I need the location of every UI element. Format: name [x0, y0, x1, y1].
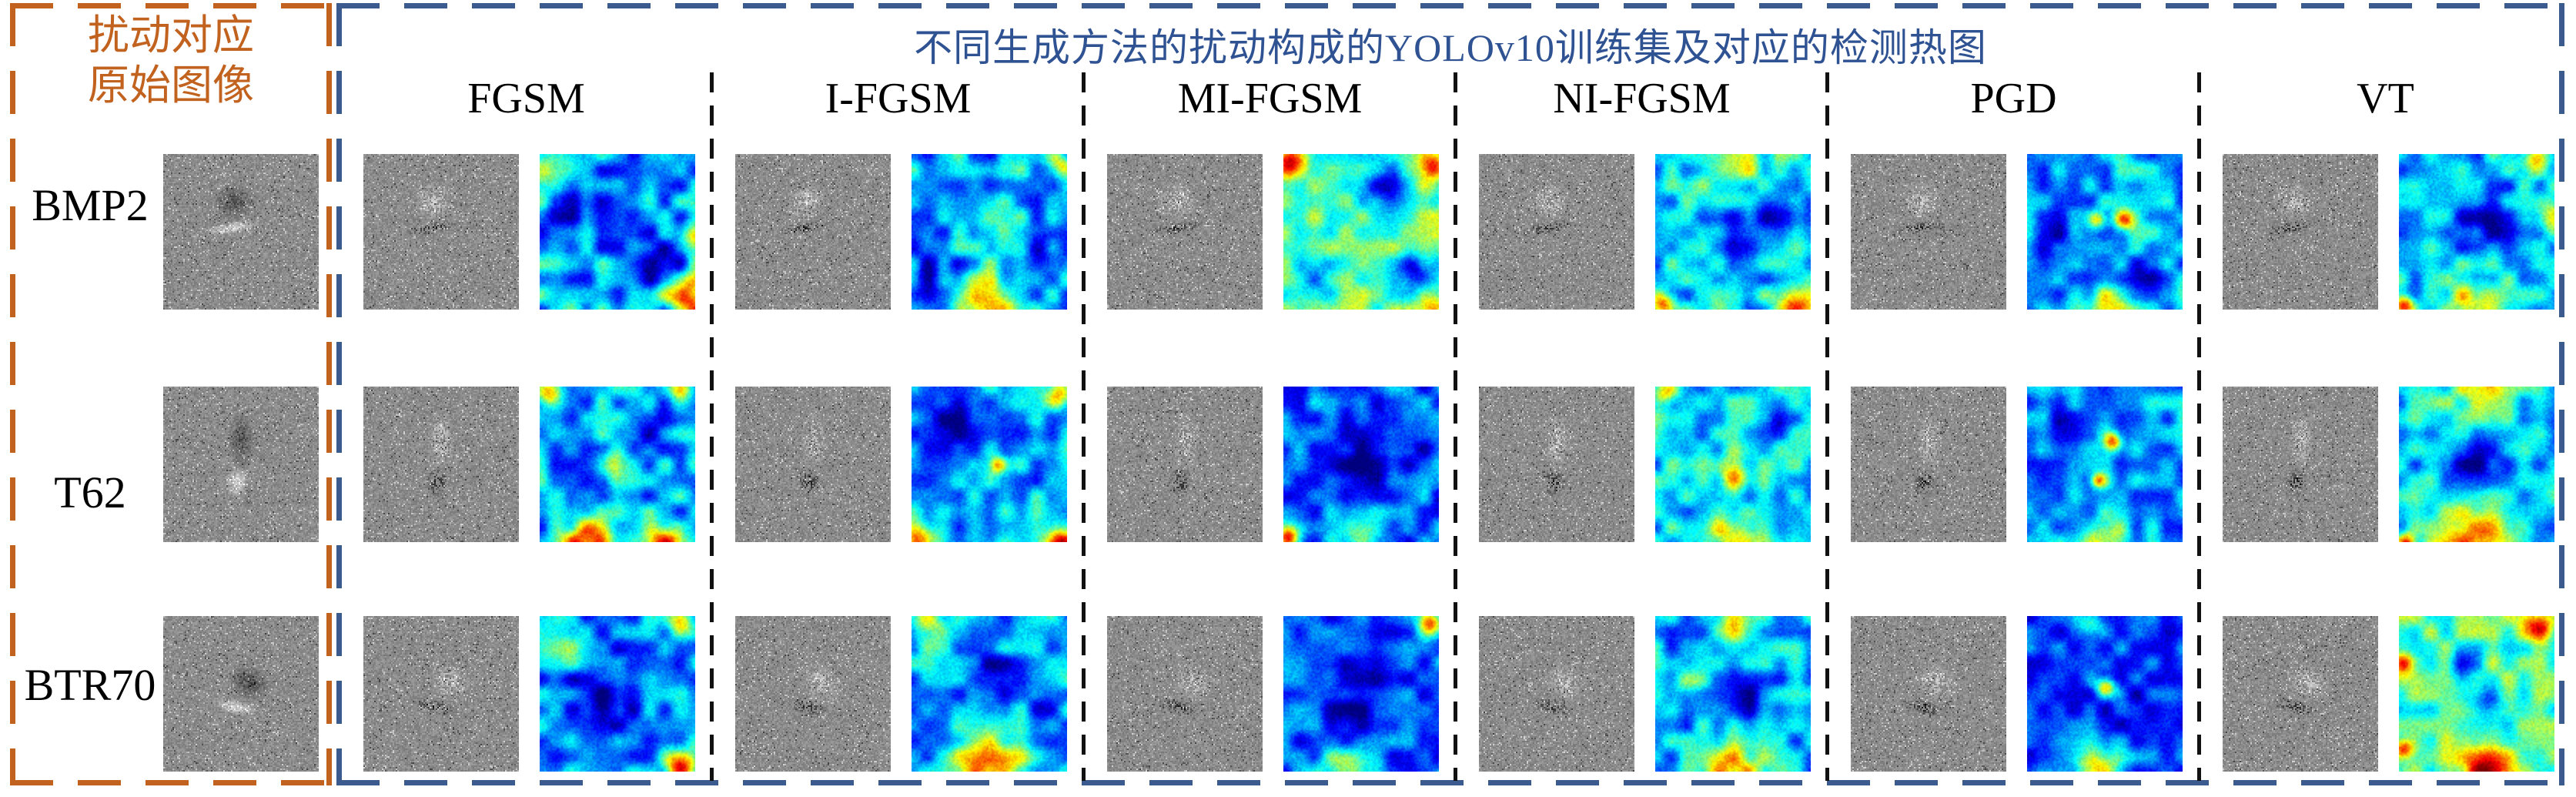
perturbed-sar-image-btr70-mi-fgsm: [1107, 616, 1263, 772]
detection-heatmap-btr70-i-fgsm: [912, 616, 1067, 772]
perturbed-sar-image-btr70-fgsm: [363, 616, 519, 772]
left-panel-border-left: [10, 3, 15, 785]
column-header-fgsm: FGSM: [467, 75, 585, 122]
column-header-pgd: PGD: [1970, 75, 2057, 122]
perturbed-sar-image-btr70-vt: [2223, 616, 2378, 772]
detection-heatmap-bmp2-vt: [2399, 154, 2554, 310]
main-panel: 不同生成方法的扰动构成的YOLOv10训练集及对应的检测热图 FGSM I-FGS…: [336, 3, 2564, 785]
perturbed-sar-image-bmp2-mi-fgsm: [1107, 154, 1263, 310]
perturbed-sar-image-t62-ni-fgsm: [1479, 387, 1634, 542]
main-panel-border-left: [336, 3, 342, 785]
original-sar-image-bmp2: [163, 154, 319, 310]
left-panel: 扰动对应 原始图像 BMP2 T62 BTR70: [10, 3, 332, 785]
perturbed-sar-image-bmp2-ni-fgsm: [1479, 154, 1634, 310]
column-header-vt: VT: [2357, 75, 2414, 122]
row-label-t62: T62: [54, 467, 126, 517]
column-separator: [710, 72, 714, 781]
perturbed-sar-image-bmp2-fgsm: [363, 154, 519, 310]
row-label-bmp2: BMP2: [32, 180, 149, 230]
detection-heatmap-btr70-mi-fgsm: [1283, 616, 1439, 772]
perturbed-sar-image-btr70-i-fgsm: [735, 616, 891, 772]
left-panel-border-right: [326, 3, 332, 785]
perturbed-sar-image-t62-mi-fgsm: [1107, 387, 1263, 542]
main-panel-border-bottom: [336, 780, 2564, 785]
perturbed-sar-image-btr70-ni-fgsm: [1479, 616, 1634, 772]
left-panel-border-bottom: [10, 780, 332, 785]
detection-heatmap-btr70-vt: [2399, 616, 2554, 772]
left-panel-title-line1: 扰动对应: [88, 12, 254, 59]
detection-heatmap-t62-pgd: [2027, 387, 2183, 542]
detection-heatmap-t62-ni-fgsm: [1655, 387, 1811, 542]
perturbed-sar-image-btr70-pgd: [1851, 616, 2006, 772]
detection-heatmap-btr70-ni-fgsm: [1655, 616, 1811, 772]
detection-heatmap-t62-vt: [2399, 387, 2554, 542]
column-separator: [1454, 72, 1457, 781]
detection-heatmap-btr70-pgd: [2027, 616, 2183, 772]
perturbed-sar-image-t62-fgsm: [363, 387, 519, 542]
main-panel-border-top: [336, 3, 2564, 8]
perturbed-sar-image-bmp2-pgd: [1851, 154, 2006, 310]
detection-heatmap-bmp2-pgd: [2027, 154, 2183, 310]
perturbed-sar-image-t62-vt: [2223, 387, 2378, 542]
column-separator: [2197, 72, 2201, 781]
original-sar-image-t62: [163, 387, 319, 542]
detection-heatmap-t62-i-fgsm: [912, 387, 1067, 542]
left-panel-title: 扰动对应 原始图像: [10, 11, 332, 111]
perturbed-sar-image-bmp2-vt: [2223, 154, 2378, 310]
original-sar-image-btr70: [163, 616, 319, 772]
column-separator: [1082, 72, 1086, 781]
detection-heatmap-bmp2-fgsm: [540, 154, 695, 310]
detection-heatmap-bmp2-i-fgsm: [912, 154, 1067, 310]
column-header-mi-fgsm: MI-FGSM: [1177, 75, 1363, 122]
row-label-btr70: BTR70: [24, 660, 156, 710]
detection-heatmap-btr70-fgsm: [540, 616, 695, 772]
column-header-i-fgsm: I-FGSM: [825, 75, 972, 122]
main-panel-title: 不同生成方法的扰动构成的YOLOv10训练集及对应的检测热图: [914, 26, 1987, 69]
detection-heatmap-t62-fgsm: [540, 387, 695, 542]
column-header-ni-fgsm: NI-FGSM: [1553, 75, 1731, 122]
perturbed-sar-image-t62-pgd: [1851, 387, 2006, 542]
left-panel-border-top: [10, 3, 332, 8]
detection-heatmap-t62-mi-fgsm: [1283, 387, 1439, 542]
left-panel-title-line2: 原始图像: [88, 62, 254, 109]
detection-heatmap-bmp2-ni-fgsm: [1655, 154, 1811, 310]
main-panel-border-right: [2559, 3, 2564, 785]
column-separator: [1825, 72, 1829, 781]
detection-heatmap-bmp2-mi-fgsm: [1283, 154, 1439, 310]
perturbed-sar-image-bmp2-i-fgsm: [735, 154, 891, 310]
perturbed-sar-image-t62-i-fgsm: [735, 387, 891, 542]
